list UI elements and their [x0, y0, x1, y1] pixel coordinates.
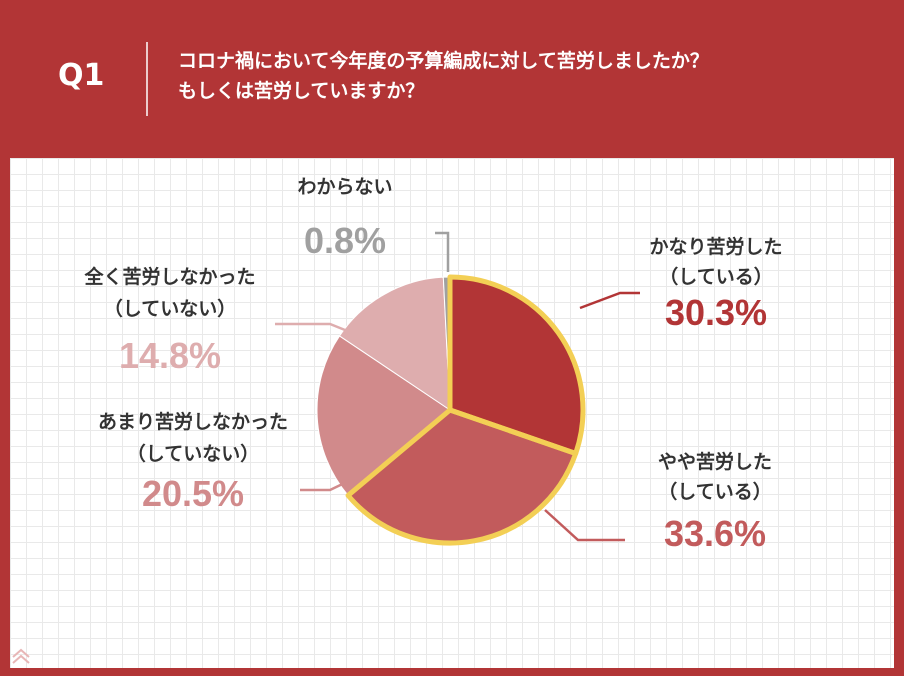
- question-header: Q1 コロナ禍において今年度の予算編成に対して苦労しましたか？ もしくは苦労して…: [0, 0, 904, 158]
- slice-label-1-line-2: （している）: [659, 265, 772, 288]
- pie-chart: かなり苦労した （している） 30.3% やや苦労した （している） 33.6% あまり苦労…: [83, 176, 782, 554]
- slice-label-2-line-1: やや苦労した: [658, 450, 772, 473]
- pie-slice-highlight-1: [447, 274, 586, 456]
- question-text: コロナ禍において今年度の予算編成に対して苦労しましたか？ もしくは苦労しています…: [178, 46, 878, 106]
- pie-slice-highlight-2: [345, 407, 579, 546]
- slice-value-2: 33.6%: [664, 513, 766, 554]
- pie-slice-3: [316, 335, 451, 497]
- slice-label-3-line-1: あまり苦労しなかった: [98, 410, 288, 433]
- slice-label-1-line-1: かなり苦労した: [649, 235, 782, 258]
- header-divider: [146, 42, 148, 116]
- slice-label-2-line-2: （している）: [658, 480, 771, 503]
- leader-line-4: [275, 322, 346, 332]
- slice-label-5-line-1: わからない: [297, 176, 392, 198]
- chart-panel: かなり苦労した （している） 30.3% やや苦労した （している） 33.6% あまり苦労…: [10, 158, 894, 668]
- leader-line-1: [579, 291, 640, 310]
- slice-label-4-line-2: （していない）: [104, 297, 236, 320]
- slice-value-1: 30.3%: [665, 292, 767, 333]
- slice-label-4-line-1: 全く苦労しなかった: [83, 265, 255, 288]
- slice-value-5: 0.8%: [304, 220, 386, 261]
- brand-chevron-icon: [0, 648, 46, 676]
- question-line-1: コロナ禍において今年度の予算編成に対して苦労しましたか？: [178, 50, 709, 72]
- leader-line-5: [435, 231, 450, 272]
- slice-value-3: 20.5%: [142, 473, 244, 514]
- leader-line-2: [544, 509, 625, 542]
- slice-label-3-line-2: （していない）: [127, 442, 259, 465]
- question-number: Q1: [58, 58, 105, 93]
- slice-value-4: 14.8%: [119, 335, 221, 376]
- leader-line-3: [300, 476, 356, 492]
- question-line-2: もしくは苦労していますか？: [178, 80, 425, 102]
